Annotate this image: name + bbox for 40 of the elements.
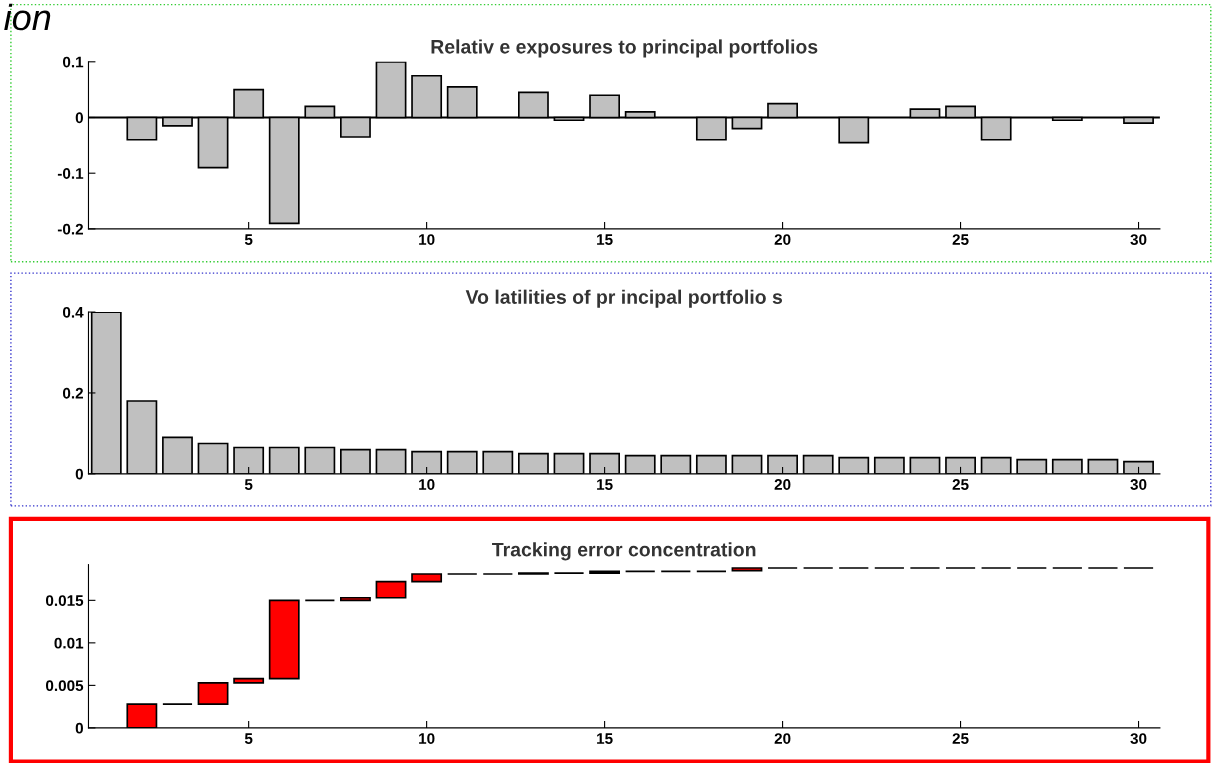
bar — [375, 580, 407, 599]
x-tick-label: 5 — [244, 733, 253, 744]
y-tick-label: -0.1 — [57, 168, 84, 179]
x-tick-label: 20 — [774, 733, 791, 744]
x-tick-label: 15 — [597, 234, 613, 245]
y-tick-label: 0.005 — [45, 680, 84, 692]
bar — [731, 567, 763, 572]
x-tick-label: 20 — [774, 234, 791, 245]
y-tick-label: 0 — [75, 468, 83, 480]
x-tick-label: 5 — [244, 479, 253, 490]
y-tick-label: 0 — [75, 112, 83, 124]
y-tick-label: 0 — [75, 722, 83, 734]
x-tick-label: 15 — [597, 479, 613, 490]
y-tick-label: 0.2 — [62, 387, 83, 399]
x-tick-label: 30 — [1130, 234, 1147, 245]
bar — [197, 681, 229, 705]
x-tick-label: 15 — [597, 733, 613, 744]
x-tick-label: 25 — [952, 479, 969, 490]
x-tick-label: 5 — [244, 234, 253, 245]
x-tick-label: 25 — [952, 733, 969, 744]
text: ion — [4, 3, 51, 31]
bar — [340, 596, 371, 602]
bar — [233, 677, 265, 684]
x-tick-label: 25 — [952, 234, 969, 245]
y-tick-label: 0.01 — [54, 637, 84, 649]
y-tick-label: -0.2 — [57, 223, 84, 235]
chart-title: Relativ e exposures to principal portfolios — [431, 39, 818, 58]
x-tick-label: 10 — [419, 234, 435, 245]
bar — [268, 599, 300, 680]
x-tick-label: 20 — [774, 479, 791, 490]
y-tick-label: 0.015 — [45, 595, 84, 607]
chart-title: Vo latilities of pr incipal portfolio s — [465, 289, 783, 308]
y-tick-label: 0.1 — [62, 56, 84, 68]
chart-title: Tracking error concentration — [492, 542, 756, 561]
x-tick-label: 30 — [1130, 479, 1147, 490]
x-tick-label: 10 — [419, 733, 435, 744]
x-tick-label: 30 — [1130, 733, 1147, 745]
x-tick-label: 10 — [419, 479, 435, 490]
bar — [411, 573, 443, 583]
y-tick-label: 0.4 — [62, 306, 84, 318]
